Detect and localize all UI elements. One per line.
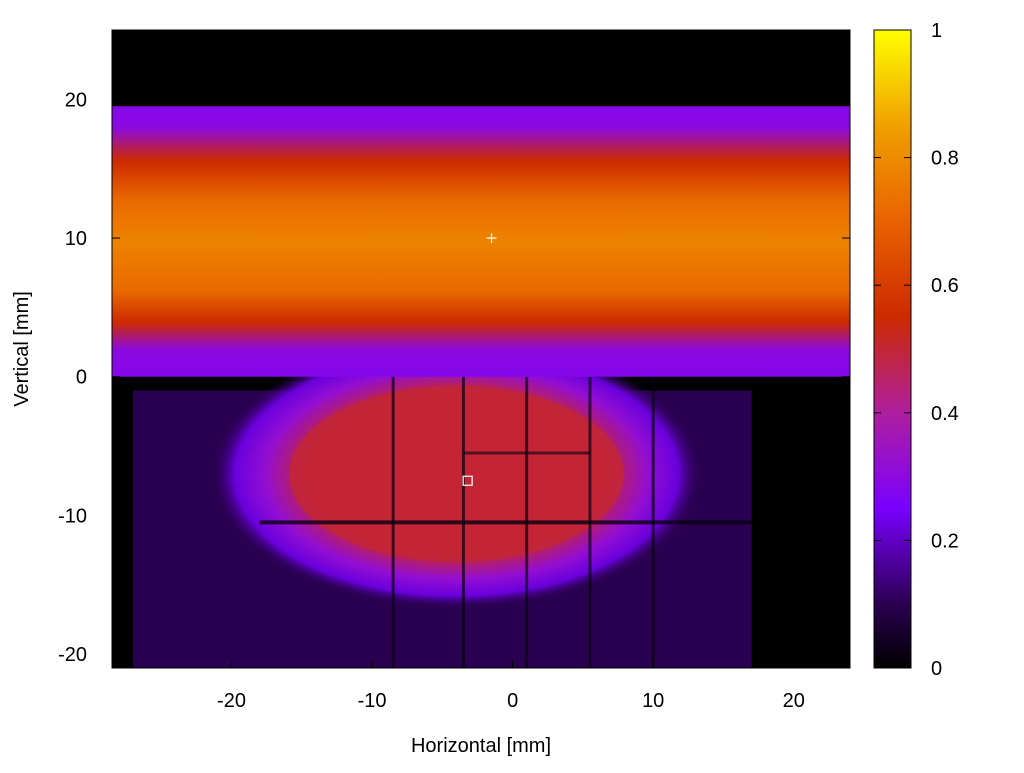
upper-band-region bbox=[112, 106, 850, 377]
colorbar-ticks: 0 0.2 0.4 0.6 0.8 1 bbox=[874, 20, 959, 680]
colorbar-tick-label-0: 0 bbox=[931, 658, 942, 680]
colorbar-tick-label-2: 0.4 bbox=[931, 403, 959, 425]
y-axis-label: Vertical [mm] bbox=[11, 291, 33, 407]
y-axis-ticks: -20 -10 0 10 20 bbox=[58, 89, 850, 666]
x-tick-label-3: 10 bbox=[642, 690, 664, 712]
heatmap-image bbox=[112, 106, 850, 668]
colorbar-tick-label-5: 1 bbox=[931, 20, 942, 42]
lower-ellipse-core bbox=[289, 385, 624, 563]
y-tick-label-0: -20 bbox=[58, 644, 87, 666]
x-axis-label: Horizontal [mm] bbox=[411, 735, 551, 757]
x-tick-label-4: 20 bbox=[783, 690, 805, 712]
colorbar-tick-label-4: 0.8 bbox=[931, 148, 959, 170]
colorbar bbox=[873, 29, 912, 669]
colorbar-tick-label-1: 0.2 bbox=[931, 530, 959, 552]
y-tick-label-2: 0 bbox=[76, 367, 87, 389]
x-tick-label-0: -20 bbox=[217, 690, 246, 712]
x-tick-label-1: -10 bbox=[358, 690, 387, 712]
x-tick-label-2: 0 bbox=[507, 690, 518, 712]
y-tick-label-3: 10 bbox=[65, 228, 87, 250]
dark-seam-lines bbox=[259, 376, 752, 668]
x-axis-ticks: -20 -10 0 10 20 bbox=[217, 30, 805, 712]
y-tick-label-1: -10 bbox=[58, 505, 87, 527]
plus-marker bbox=[486, 233, 497, 244]
y-tick-label-4: 20 bbox=[65, 89, 87, 111]
colorbar-tick-label-3: 0.6 bbox=[931, 275, 959, 297]
square-marker bbox=[462, 475, 473, 486]
plot-frame bbox=[111, 29, 851, 669]
markers bbox=[462, 233, 497, 486]
